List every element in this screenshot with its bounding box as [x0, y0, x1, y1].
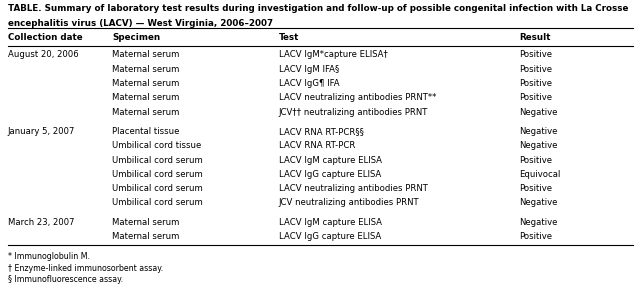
- Text: March 23, 2007: March 23, 2007: [8, 218, 74, 227]
- Text: Positive: Positive: [519, 156, 552, 165]
- Text: LACV IgG capture ELISA: LACV IgG capture ELISA: [279, 170, 381, 179]
- Text: Specimen: Specimen: [112, 32, 160, 42]
- Text: LACV IgM IFA§: LACV IgM IFA§: [279, 65, 339, 74]
- Text: LACV neutralizing antibodies PRNT: LACV neutralizing antibodies PRNT: [279, 184, 428, 193]
- Text: LACV RNA RT-PCR§§: LACV RNA RT-PCR§§: [279, 127, 363, 136]
- Text: Maternal serum: Maternal serum: [112, 218, 179, 227]
- Text: Maternal serum: Maternal serum: [112, 232, 179, 241]
- Text: Negative: Negative: [519, 218, 558, 227]
- Text: Umbilical cord serum: Umbilical cord serum: [112, 170, 203, 179]
- Text: Negative: Negative: [519, 108, 558, 117]
- Text: Collection date: Collection date: [8, 32, 82, 42]
- Text: Umbilical cord serum: Umbilical cord serum: [112, 199, 203, 208]
- Text: JCV†† neutralizing antibodies PRNT: JCV†† neutralizing antibodies PRNT: [279, 108, 428, 117]
- Text: LACV IgM*capture ELISA†: LACV IgM*capture ELISA†: [279, 51, 388, 59]
- Text: Positive: Positive: [519, 184, 552, 193]
- Text: Positive: Positive: [519, 51, 552, 59]
- Text: LACV IgG capture ELISA: LACV IgG capture ELISA: [279, 232, 381, 241]
- Text: LACV IgM capture ELISA: LACV IgM capture ELISA: [279, 156, 382, 165]
- Text: August 20, 2006: August 20, 2006: [8, 51, 78, 59]
- Text: Positive: Positive: [519, 232, 552, 241]
- Text: Placental tissue: Placental tissue: [112, 127, 179, 136]
- Text: JCV neutralizing antibodies PRNT: JCV neutralizing antibodies PRNT: [279, 199, 419, 208]
- Text: Maternal serum: Maternal serum: [112, 93, 179, 102]
- Text: LACV RNA RT-PCR: LACV RNA RT-PCR: [279, 141, 355, 150]
- Text: Result: Result: [519, 32, 551, 42]
- Text: § Immunofluorescence assay.: § Immunofluorescence assay.: [8, 275, 123, 284]
- Text: Negative: Negative: [519, 141, 558, 150]
- Text: * Immunoglobulin M.: * Immunoglobulin M.: [8, 252, 90, 261]
- Text: LACV neutralizing antibodies PRNT**: LACV neutralizing antibodies PRNT**: [279, 93, 437, 102]
- Text: Umbilical cord serum: Umbilical cord serum: [112, 184, 203, 193]
- Text: encephalitis virus (LACV) — West Virginia, 2006–2007: encephalitis virus (LACV) — West Virgini…: [8, 18, 273, 28]
- Text: Negative: Negative: [519, 199, 558, 208]
- Text: Positive: Positive: [519, 79, 552, 88]
- Text: Maternal serum: Maternal serum: [112, 108, 179, 117]
- Text: Positive: Positive: [519, 65, 552, 74]
- Text: Positive: Positive: [519, 93, 552, 102]
- Text: LACV IgG¶ IFA: LACV IgG¶ IFA: [279, 79, 340, 88]
- Text: Maternal serum: Maternal serum: [112, 79, 179, 88]
- Text: Umbilical cord tissue: Umbilical cord tissue: [112, 141, 201, 150]
- Text: † Enzyme-linked immunosorbent assay.: † Enzyme-linked immunosorbent assay.: [8, 263, 163, 273]
- Text: Maternal serum: Maternal serum: [112, 51, 179, 59]
- Text: Negative: Negative: [519, 127, 558, 136]
- Text: January 5, 2007: January 5, 2007: [8, 127, 75, 136]
- Text: Maternal serum: Maternal serum: [112, 65, 179, 74]
- Text: LACV IgM capture ELISA: LACV IgM capture ELISA: [279, 218, 382, 227]
- Text: TABLE. Summary of laboratory test results during investigation and follow-up of : TABLE. Summary of laboratory test result…: [8, 4, 628, 13]
- Text: Umbilical cord serum: Umbilical cord serum: [112, 156, 203, 165]
- Text: Test: Test: [279, 32, 299, 42]
- Text: Equivocal: Equivocal: [519, 170, 561, 179]
